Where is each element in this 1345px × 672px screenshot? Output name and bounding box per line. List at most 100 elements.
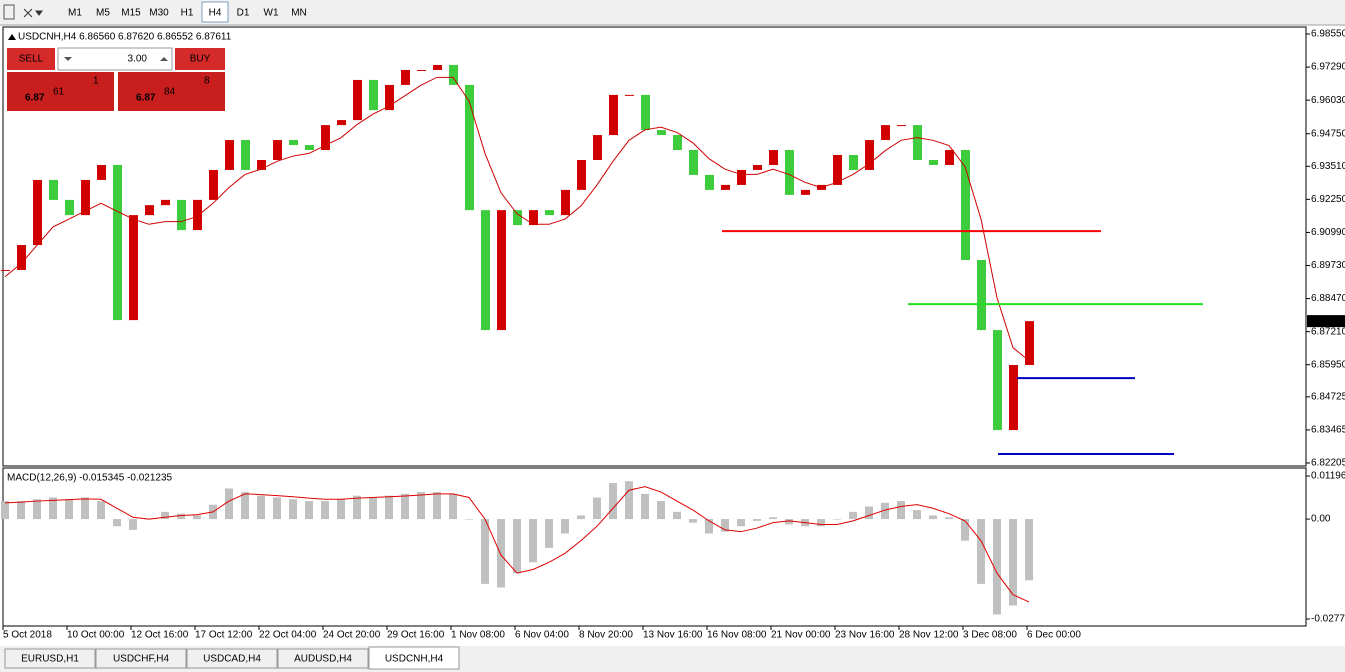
timeframe-button[interactable] <box>286 2 312 22</box>
timeframe-button[interactable] <box>118 2 144 22</box>
candle <box>705 174 714 190</box>
timeframe-button[interactable] <box>174 2 200 22</box>
candle <box>273 140 282 160</box>
candle <box>913 125 922 160</box>
chart-tab-label[interactable]: EURUSD,H1 <box>21 654 79 665</box>
candle <box>993 330 1002 431</box>
ask-prefix[interactable]: 6.87 <box>136 93 156 104</box>
timeframe-button[interactable] <box>258 2 284 22</box>
y-tick-label: 6.97290 <box>1311 62 1345 73</box>
timeframe-button[interactable] <box>62 2 88 22</box>
timeframe-label[interactable]: D1 <box>237 8 250 19</box>
candle <box>289 140 298 146</box>
timeframe-label[interactable]: W1 <box>264 8 279 19</box>
macd-bar <box>449 493 457 520</box>
timeframe-button[interactable] <box>90 2 116 22</box>
toolbar-icon[interactable] <box>3 4 15 20</box>
candle <box>977 259 986 331</box>
macd-bar <box>17 501 25 520</box>
x-tick-label: 10 Oct 00:00 <box>67 630 125 641</box>
lot-down[interactable] <box>64 57 72 61</box>
candle <box>97 164 106 180</box>
candle <box>449 64 458 85</box>
ask-main[interactable]: 84 <box>164 87 176 98</box>
sell-button[interactable] <box>7 48 55 70</box>
macd-bar <box>625 481 633 520</box>
buy-label[interactable]: BUY <box>190 54 211 65</box>
candle <box>417 69 426 71</box>
sell-label[interactable]: SELL <box>19 54 44 65</box>
x-tick-label: 6 Dec 00:00 <box>1027 630 1081 641</box>
macd-bar <box>977 519 985 584</box>
timeframe-label[interactable]: M30 <box>149 8 169 19</box>
moving-average <box>4 76 1030 362</box>
ask-sup[interactable]: 8 <box>204 76 210 87</box>
timeframe-label[interactable]: H4 <box>209 8 222 19</box>
candle <box>385 84 394 111</box>
timeframe-label[interactable]: M1 <box>68 8 82 19</box>
candle <box>481 210 490 331</box>
macd-bar <box>785 519 793 525</box>
macd-bar <box>689 519 697 523</box>
candle <box>561 189 570 216</box>
macd-bar <box>225 488 233 520</box>
timeframe-button[interactable] <box>201 1 229 23</box>
candle <box>881 125 890 141</box>
collapse-arrow[interactable] <box>8 34 16 40</box>
bid-sup[interactable]: 1 <box>93 76 99 87</box>
bid-main[interactable]: 61 <box>53 87 65 98</box>
macd-bar <box>433 492 441 520</box>
chart-tab[interactable] <box>4 648 96 669</box>
x-tick-label: 17 Oct 12:00 <box>195 630 253 641</box>
candle <box>753 164 762 170</box>
bid-prefix[interactable]: 6.87 <box>25 93 45 104</box>
chart-tab-label[interactable]: USDCNH,H4 <box>385 654 444 665</box>
macd-bar <box>833 519 841 520</box>
macd-bar <box>385 495 393 520</box>
macd-bar <box>241 492 249 520</box>
macd-bar <box>81 497 89 520</box>
lot-up[interactable] <box>160 57 168 61</box>
macd-bar <box>33 499 41 520</box>
lot-value[interactable]: 3.00 <box>128 54 148 65</box>
x-tick-label: 23 Nov 16:00 <box>835 630 895 641</box>
candle <box>257 159 266 170</box>
candle <box>33 179 42 246</box>
macd-bar <box>881 502 889 520</box>
lot-input[interactable] <box>57 47 173 71</box>
candle <box>641 94 650 131</box>
chart-tab-label[interactable]: AUDUSD,H4 <box>294 654 352 665</box>
chart-tab[interactable] <box>95 648 187 669</box>
timeframe-label[interactable]: M15 <box>121 8 141 19</box>
macd-bar <box>305 501 313 520</box>
timeframe-label[interactable]: M5 <box>96 8 110 19</box>
timeframe-label[interactable]: H1 <box>181 8 194 19</box>
macd-bar <box>65 499 73 520</box>
candle <box>241 140 250 170</box>
candle <box>929 159 938 165</box>
timeframe-button[interactable] <box>146 2 172 22</box>
candle <box>65 199 74 216</box>
buy-button[interactable] <box>175 48 225 70</box>
timeframe-label[interactable]: MN <box>291 8 307 19</box>
ask-price-box[interactable] <box>118 72 225 111</box>
candle <box>737 169 746 185</box>
chart-tab-label[interactable]: USDCHF,H4 <box>113 654 170 665</box>
chart-tab[interactable] <box>186 648 278 669</box>
candle <box>1025 321 1034 365</box>
chart-tab-label[interactable]: USDCAD,H4 <box>203 654 261 665</box>
candle <box>657 130 666 136</box>
chart-tab[interactable] <box>368 646 460 670</box>
toolbar-icon[interactable] <box>23 8 43 18</box>
current-price-label: 6.87611 <box>1309 316 1345 327</box>
macd-y-tick-label: 0.00 <box>1311 514 1331 525</box>
timeframe-button[interactable] <box>230 2 256 22</box>
macd-bar <box>481 519 489 584</box>
candle <box>801 189 810 195</box>
chart-tab[interactable] <box>277 648 369 669</box>
y-tick-label: 6.94750 <box>1311 128 1345 139</box>
macd-bar <box>113 519 121 527</box>
candle <box>1009 364 1018 431</box>
bid-price-box[interactable] <box>7 72 114 111</box>
y-tick-label: 6.87210 <box>1311 326 1345 337</box>
